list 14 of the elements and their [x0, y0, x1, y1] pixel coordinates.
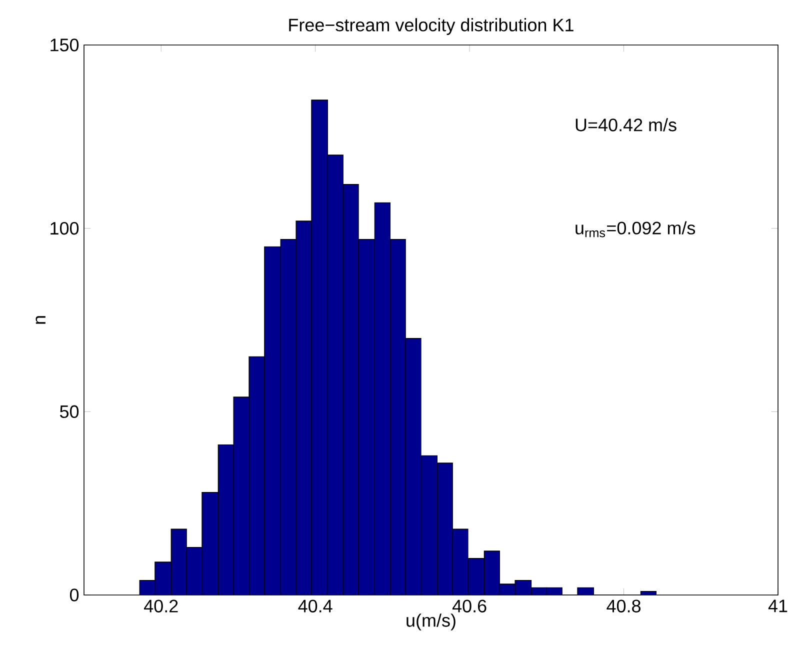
- annotation: U=40.42 m/s: [576, 118, 676, 132]
- y-tick-label: 150: [50, 38, 79, 52]
- chart-title: Free−stream velocity distribution K1: [289, 18, 574, 35]
- y-tick-label: 50: [60, 405, 79, 418]
- x-tick-label: 40.2: [144, 600, 178, 612]
- x-axis-title: u(m/s): [406, 614, 456, 630]
- x-tick-label: 40.8: [606, 600, 640, 612]
- y-axis-title: n: [36, 316, 46, 324]
- y-tick-label: 100: [50, 222, 79, 235]
- y-tick-label: 0: [70, 588, 79, 602]
- annotation: u$_{rms}$=0.092 m/s: [576, 221, 696, 238]
- x-tick-label: 41: [768, 600, 788, 612]
- x-tick-label: 40.4: [298, 600, 332, 612]
- x-tick-label: 40.6: [452, 600, 486, 612]
